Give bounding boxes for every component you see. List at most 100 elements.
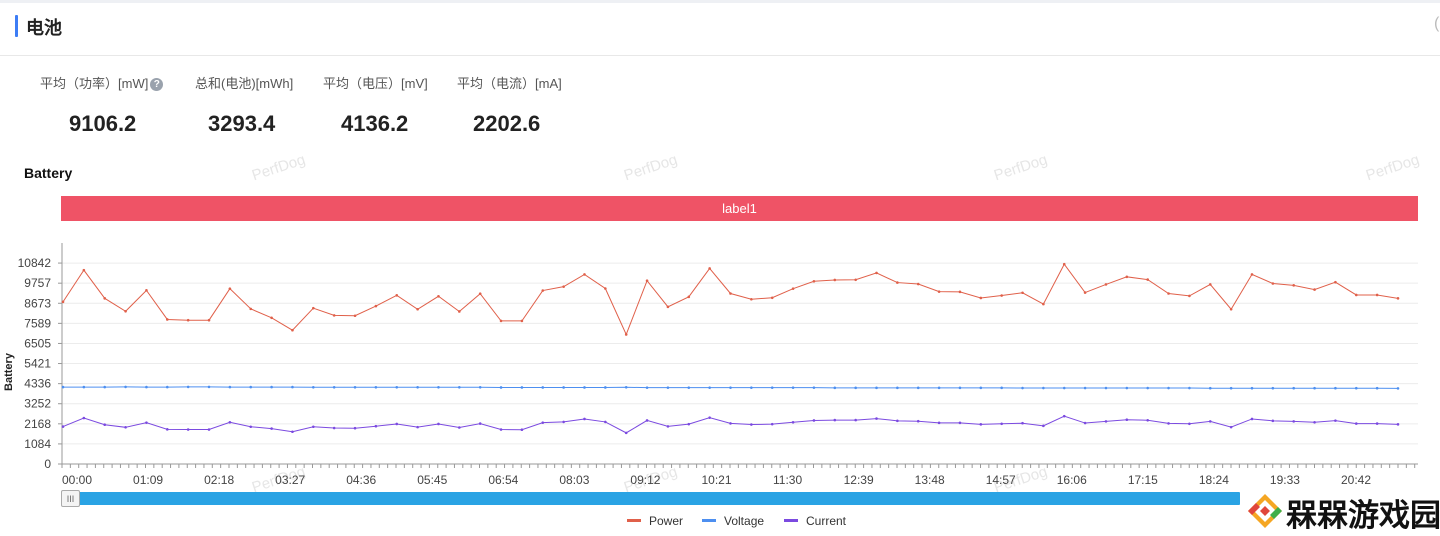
stat-value: 9106.2 (69, 111, 137, 136)
data-point-current (937, 421, 941, 425)
data-point-current (791, 421, 795, 424)
title-accent-bar (15, 15, 18, 37)
stat-total-battery: 总和(电池)[mWh] 3293.4 (195, 74, 293, 137)
legend-swatch-voltage (702, 519, 716, 523)
x-tick-label: 06:54 (488, 473, 518, 487)
data-point-current (165, 428, 169, 431)
question-circle-icon[interactable]: ? (150, 78, 164, 91)
legend-item-current[interactable]: Current (784, 514, 846, 528)
data-point-power (770, 296, 774, 300)
legend-label: Current (806, 514, 847, 528)
data-point-voltage (207, 385, 211, 389)
data-point-power (1000, 294, 1003, 297)
x-tick-label: 13:48 (915, 473, 945, 487)
legend-item-power[interactable]: Power (627, 514, 683, 528)
data-point-power (207, 318, 211, 322)
data-point-power (937, 290, 941, 293)
data-point-current (353, 426, 357, 430)
data-point-power (833, 278, 837, 282)
data-point-power (499, 319, 503, 323)
data-point-voltage (61, 385, 65, 389)
data-point-current (854, 418, 857, 422)
data-point-power (478, 292, 482, 295)
data-point-voltage (583, 386, 586, 389)
data-point-current (1313, 421, 1316, 424)
x-tick-label: 01:09 (133, 473, 163, 487)
data-point-power (1396, 297, 1400, 300)
y-tick-label: 5421 (24, 357, 51, 371)
data-point-voltage (1250, 386, 1254, 390)
data-point-voltage (1167, 386, 1170, 390)
data-point-power (958, 290, 962, 294)
data-point-current (1000, 422, 1003, 426)
data-point-current (1334, 419, 1337, 422)
data-point-voltage (937, 386, 941, 390)
data-point-current (82, 416, 86, 420)
data-point-current (1250, 417, 1254, 421)
data-point-power (1021, 291, 1024, 295)
data-point-voltage (165, 385, 169, 389)
data-point-current (1021, 421, 1024, 425)
data-point-power (165, 318, 169, 321)
data-point-current (437, 422, 440, 426)
watermark-text: PerfDog (1364, 151, 1422, 184)
data-point-voltage (478, 385, 482, 389)
y-tick-label: 4336 (24, 377, 51, 391)
data-point-current (729, 422, 732, 425)
data-point-current (916, 419, 920, 423)
section-header: 电池 ( (0, 3, 1440, 56)
chart-label-banner: label1 (61, 196, 1418, 221)
x-tick-label: 12:39 (844, 473, 874, 487)
y-tick-label: 6505 (24, 336, 51, 350)
data-point-power (312, 306, 315, 310)
watermark-text: PerfDog (250, 151, 308, 184)
data-point-current (562, 420, 565, 424)
data-point-power (270, 316, 273, 320)
data-point-current (708, 416, 711, 419)
y-tick-label: 2168 (24, 417, 51, 431)
data-point-voltage (520, 386, 524, 389)
data-point-power (82, 268, 86, 272)
data-point-voltage (1229, 386, 1233, 390)
data-point-voltage (416, 385, 419, 389)
data-point-voltage (395, 385, 399, 389)
data-point-voltage (103, 385, 107, 389)
data-point-current (1042, 424, 1045, 428)
stat-value: 2202.6 (473, 111, 541, 136)
legend-swatch-current (784, 519, 798, 523)
data-point-voltage (1146, 386, 1149, 390)
data-point-voltage (124, 385, 127, 389)
data-point-current (1271, 419, 1275, 423)
data-point-voltage (833, 386, 837, 390)
data-point-voltage (1354, 386, 1358, 390)
data-point-current (124, 426, 127, 429)
data-point-current (186, 428, 190, 431)
legend-item-voltage[interactable]: Voltage (702, 514, 764, 528)
data-point-voltage (645, 386, 649, 389)
data-point-voltage (562, 386, 565, 389)
stat-avg-voltage: 平均（电压）[mV] 4136.2 (323, 74, 428, 137)
time-range-scrollbar[interactable] (62, 492, 1240, 505)
data-point-power (1167, 292, 1170, 295)
y-tick-label: 0 (44, 457, 51, 471)
brand-name: 槑槑游戏园 (1286, 498, 1440, 533)
x-tick-label: 00:00 (62, 473, 92, 487)
data-point-power (750, 297, 753, 301)
data-point-current (416, 425, 419, 429)
data-point-power (687, 295, 691, 299)
data-point-voltage (291, 385, 294, 389)
data-point-current (541, 421, 545, 424)
data-point-voltage (1062, 386, 1066, 390)
data-point-current (833, 418, 837, 422)
data-point-current (1167, 422, 1170, 425)
data-point-current (1229, 425, 1233, 429)
scrollbar-handle[interactable]: III (61, 490, 80, 507)
data-point-voltage (270, 385, 273, 389)
data-point-power (729, 292, 732, 295)
data-point-power (374, 304, 378, 308)
data-point-power (562, 285, 565, 288)
data-point-voltage (624, 385, 628, 389)
data-point-current (770, 422, 774, 426)
data-point-current (499, 428, 503, 431)
